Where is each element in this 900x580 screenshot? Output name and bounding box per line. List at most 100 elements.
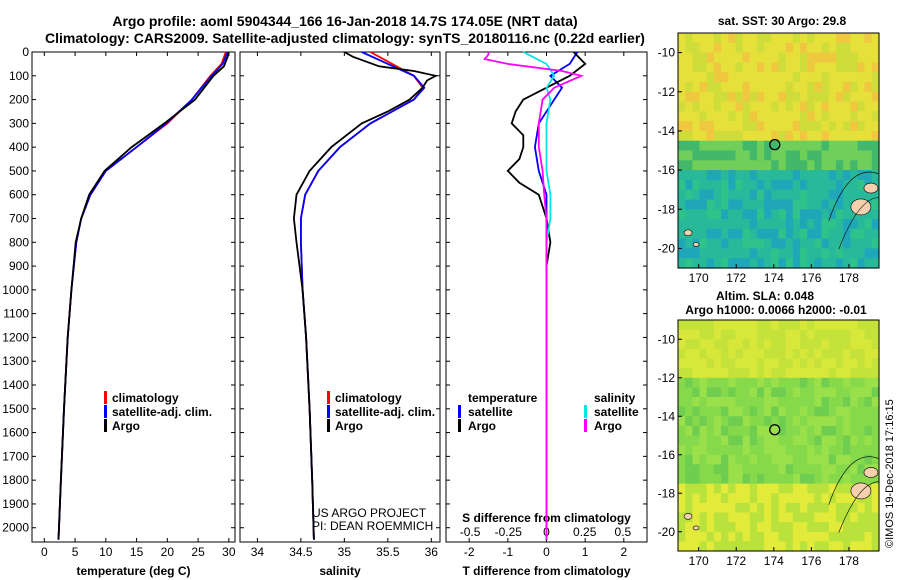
map-cell bbox=[699, 397, 708, 408]
map-cell bbox=[821, 33, 830, 44]
map-cell bbox=[850, 541, 859, 552]
map-cell bbox=[742, 238, 751, 249]
map-cell bbox=[764, 397, 772, 408]
map-cell bbox=[757, 358, 765, 369]
map-cell bbox=[742, 228, 751, 240]
map-cell bbox=[742, 454, 751, 465]
map-cell bbox=[699, 387, 708, 398]
map-cell bbox=[821, 140, 830, 152]
map-cell bbox=[778, 493, 787, 504]
map-cell bbox=[728, 531, 737, 542]
map-cell bbox=[678, 512, 686, 523]
map-cell bbox=[713, 348, 722, 360]
x-tick-label: 2 bbox=[620, 545, 627, 559]
map-cell bbox=[757, 111, 765, 122]
map-cell bbox=[678, 140, 686, 152]
map-cell bbox=[843, 474, 851, 485]
map-cell bbox=[857, 531, 866, 542]
map-cell bbox=[749, 179, 758, 191]
map-cell bbox=[807, 140, 815, 152]
map-cell bbox=[821, 435, 830, 446]
map-cell bbox=[800, 111, 808, 122]
map-cell bbox=[764, 160, 772, 171]
map-cell bbox=[692, 368, 701, 379]
map-cell bbox=[871, 474, 880, 485]
map-cell bbox=[757, 425, 765, 437]
map-cell bbox=[706, 228, 715, 240]
map-cell bbox=[757, 219, 765, 230]
map-cell bbox=[792, 483, 801, 494]
map-cell bbox=[742, 512, 751, 523]
map-cell bbox=[678, 238, 686, 249]
map-cell bbox=[800, 160, 808, 171]
map-cell bbox=[699, 258, 708, 269]
map-cell bbox=[699, 435, 708, 446]
map-cell bbox=[735, 320, 744, 331]
map-cell bbox=[792, 358, 801, 369]
map-cell bbox=[807, 199, 815, 210]
map-cell bbox=[785, 464, 794, 475]
map-cell bbox=[771, 416, 780, 427]
map-cell bbox=[785, 111, 794, 122]
map-cell bbox=[864, 435, 873, 446]
map-cell bbox=[735, 358, 744, 369]
map-cell bbox=[871, 101, 880, 112]
map-cell bbox=[792, 111, 801, 122]
map-cell bbox=[807, 454, 815, 465]
map-cell bbox=[828, 377, 837, 388]
map-cell bbox=[864, 101, 873, 112]
map-cell bbox=[692, 464, 701, 475]
legend-swatch-s-argo bbox=[584, 419, 587, 432]
map-cell bbox=[821, 377, 830, 388]
map-cell bbox=[778, 228, 787, 240]
map-cell bbox=[678, 189, 686, 201]
map-x-tick-label: 176 bbox=[801, 554, 821, 568]
y-tick-label: 1900 bbox=[2, 497, 29, 511]
map-cell bbox=[713, 502, 722, 514]
map-cell bbox=[692, 435, 701, 446]
map-cell bbox=[828, 160, 837, 171]
y-tick-label: 1100 bbox=[3, 307, 29, 321]
map-cell bbox=[678, 72, 686, 83]
map-cell bbox=[857, 416, 866, 427]
map-cell bbox=[728, 397, 737, 408]
map-cell bbox=[706, 358, 715, 369]
map-cell bbox=[828, 150, 837, 161]
map-cell bbox=[749, 248, 758, 259]
map-cell bbox=[814, 348, 823, 360]
map-cell bbox=[785, 228, 794, 240]
map-cell bbox=[685, 416, 693, 427]
map-cell bbox=[764, 435, 772, 446]
map-cell bbox=[749, 425, 758, 437]
map-cell bbox=[843, 179, 851, 191]
map-cell bbox=[792, 160, 801, 171]
map-cell bbox=[735, 62, 744, 73]
map-cell bbox=[864, 150, 873, 161]
map-cell bbox=[721, 248, 729, 259]
map-cell bbox=[843, 502, 851, 514]
map-cell bbox=[678, 358, 686, 369]
map-cell bbox=[721, 377, 729, 388]
map-cell bbox=[814, 377, 823, 388]
map-cell bbox=[728, 228, 737, 240]
map-cell bbox=[828, 397, 837, 408]
map-cell bbox=[721, 121, 729, 132]
map-cell bbox=[749, 329, 758, 340]
map-cell bbox=[807, 72, 815, 83]
map-cell bbox=[807, 170, 815, 181]
map-cell bbox=[699, 502, 708, 514]
map-cell bbox=[699, 150, 708, 161]
map-cell bbox=[800, 358, 808, 369]
map-cell bbox=[871, 368, 880, 379]
map-cell bbox=[828, 219, 837, 230]
map-cell bbox=[807, 160, 815, 171]
map-cell bbox=[742, 397, 751, 408]
map-cell bbox=[857, 228, 866, 240]
x-axis-label: T difference from climatology bbox=[462, 564, 630, 578]
map-cell bbox=[692, 339, 701, 350]
map-cell bbox=[749, 387, 758, 398]
map-cell bbox=[757, 179, 765, 191]
map-x-tick-label: 178 bbox=[839, 554, 859, 568]
map-cell bbox=[843, 62, 851, 73]
y-tick-label: 1600 bbox=[2, 426, 29, 440]
